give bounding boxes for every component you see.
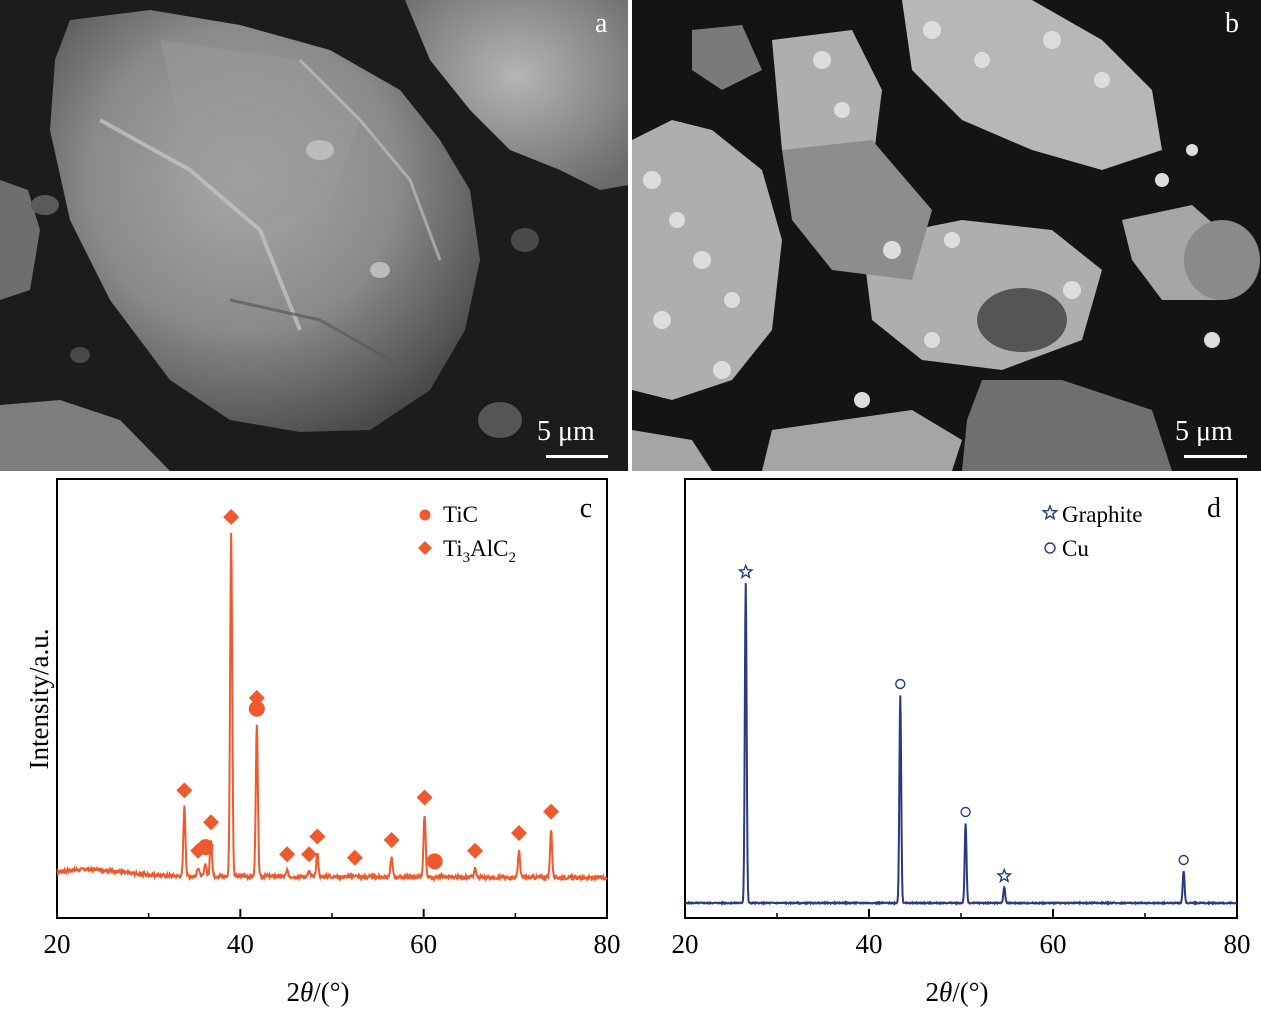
scale-bar-label-b: 5 μm [1175, 416, 1233, 447]
peak-marker-tic [197, 839, 214, 856]
x-tick-label: 20 [44, 929, 71, 959]
legend-marker-tic [419, 509, 431, 521]
panel-letter-c: c [580, 493, 592, 524]
peak-marker-ti3alc2 [543, 803, 560, 820]
xrd-chart-c: c Intensity/a.u. 2θ/(°) 20 40 60 80 TiC Ti3… [0, 471, 632, 1015]
x-axis-label-c: 2θ/(°) [286, 977, 349, 1007]
peak-marker-graphite [737, 563, 754, 579]
x-tick-label: 60 [410, 929, 437, 959]
peak-marker-graphite [996, 867, 1013, 883]
x-tick-label: 60 [1040, 929, 1067, 959]
peak-marker-tic [248, 700, 265, 717]
legend-c: TiC Ti3AlC2 [418, 502, 516, 566]
x-tick-label: 80 [594, 929, 621, 959]
scale-bar-a [546, 455, 608, 458]
xrd-line-c [56, 532, 608, 883]
legend-marker-graphite [1041, 504, 1059, 521]
xrd-chart-c-svg: c Intensity/a.u. 2θ/(°) 20 40 60 80 TiC Ti3… [24, 478, 621, 1007]
x-tick-label: 20 [672, 929, 699, 959]
x-tick-label: 40 [856, 929, 883, 959]
peak-marker-ti3alc2 [176, 782, 193, 799]
peak-marker-ti3alc2 [383, 832, 400, 849]
peak-marker-ti3alc2 [279, 846, 296, 863]
legend-label-tic: TiC [443, 502, 478, 527]
peak-marker-ti3alc2 [346, 849, 363, 866]
peak-marker-tic [426, 853, 443, 870]
peak-marker-ti3alc2 [301, 846, 318, 863]
peak-marker-ti3alc2 [203, 814, 219, 831]
x-ticks-d: 20 40 60 80 [672, 909, 1251, 959]
sem-image-a: a 5 μm [0, 0, 628, 471]
scale-bar-b [1184, 455, 1247, 458]
xrd-chart-d-svg: d 2θ/(°) 20 40 60 80 Graphite Cu [672, 478, 1251, 1007]
panel-letter-d: d [1207, 493, 1221, 524]
legend-marker-ti3alc2 [418, 541, 432, 555]
x-ticks-c: 20 40 60 80 [44, 909, 621, 959]
peak-marker-cu [960, 806, 971, 818]
x-axis-label-d: 2θ/(°) [925, 977, 988, 1007]
sem-a-picture [0, 0, 628, 471]
xrd-line-d [684, 583, 1238, 906]
panel-letter-b: b [1225, 8, 1239, 39]
xrd-chart-d: d 2θ/(°) 20 40 60 80 Graphite Cu [632, 471, 1261, 1015]
scale-bar-label-a: 5 μm [537, 416, 595, 447]
peak-markers-d [737, 563, 1189, 883]
y-axis-label-c: Intensity/a.u. [24, 629, 54, 770]
peak-markers-c [176, 509, 560, 870]
peak-marker-ti3alc2 [309, 828, 326, 845]
peak-marker-ti3alc2 [416, 789, 433, 806]
legend-label-ti3alc2: Ti3AlC2 [443, 536, 516, 566]
legend-label-cu: Cu [1062, 536, 1089, 561]
legend-label-graphite: Graphite [1062, 502, 1142, 527]
sem-image-b: b 5 μm [632, 0, 1261, 471]
sem-b-picture [632, 0, 1261, 471]
legend-d: Graphite Cu [1041, 502, 1142, 561]
legend-marker-cu [1044, 542, 1056, 554]
plot-frame-c [56, 478, 608, 919]
x-tick-label: 80 [1224, 929, 1251, 959]
peak-marker-ti3alc2 [223, 509, 240, 525]
peak-marker-cu [1178, 854, 1189, 866]
peak-marker-ti3alc2 [511, 824, 527, 841]
peak-marker-ti3alc2 [467, 842, 483, 859]
panel-letter-a: a [595, 8, 608, 39]
peak-marker-cu [895, 678, 906, 690]
peak-marker-ti3alc2 [248, 690, 265, 707]
plot-frame-d [684, 478, 1238, 919]
x-tick-label: 40 [227, 929, 254, 959]
